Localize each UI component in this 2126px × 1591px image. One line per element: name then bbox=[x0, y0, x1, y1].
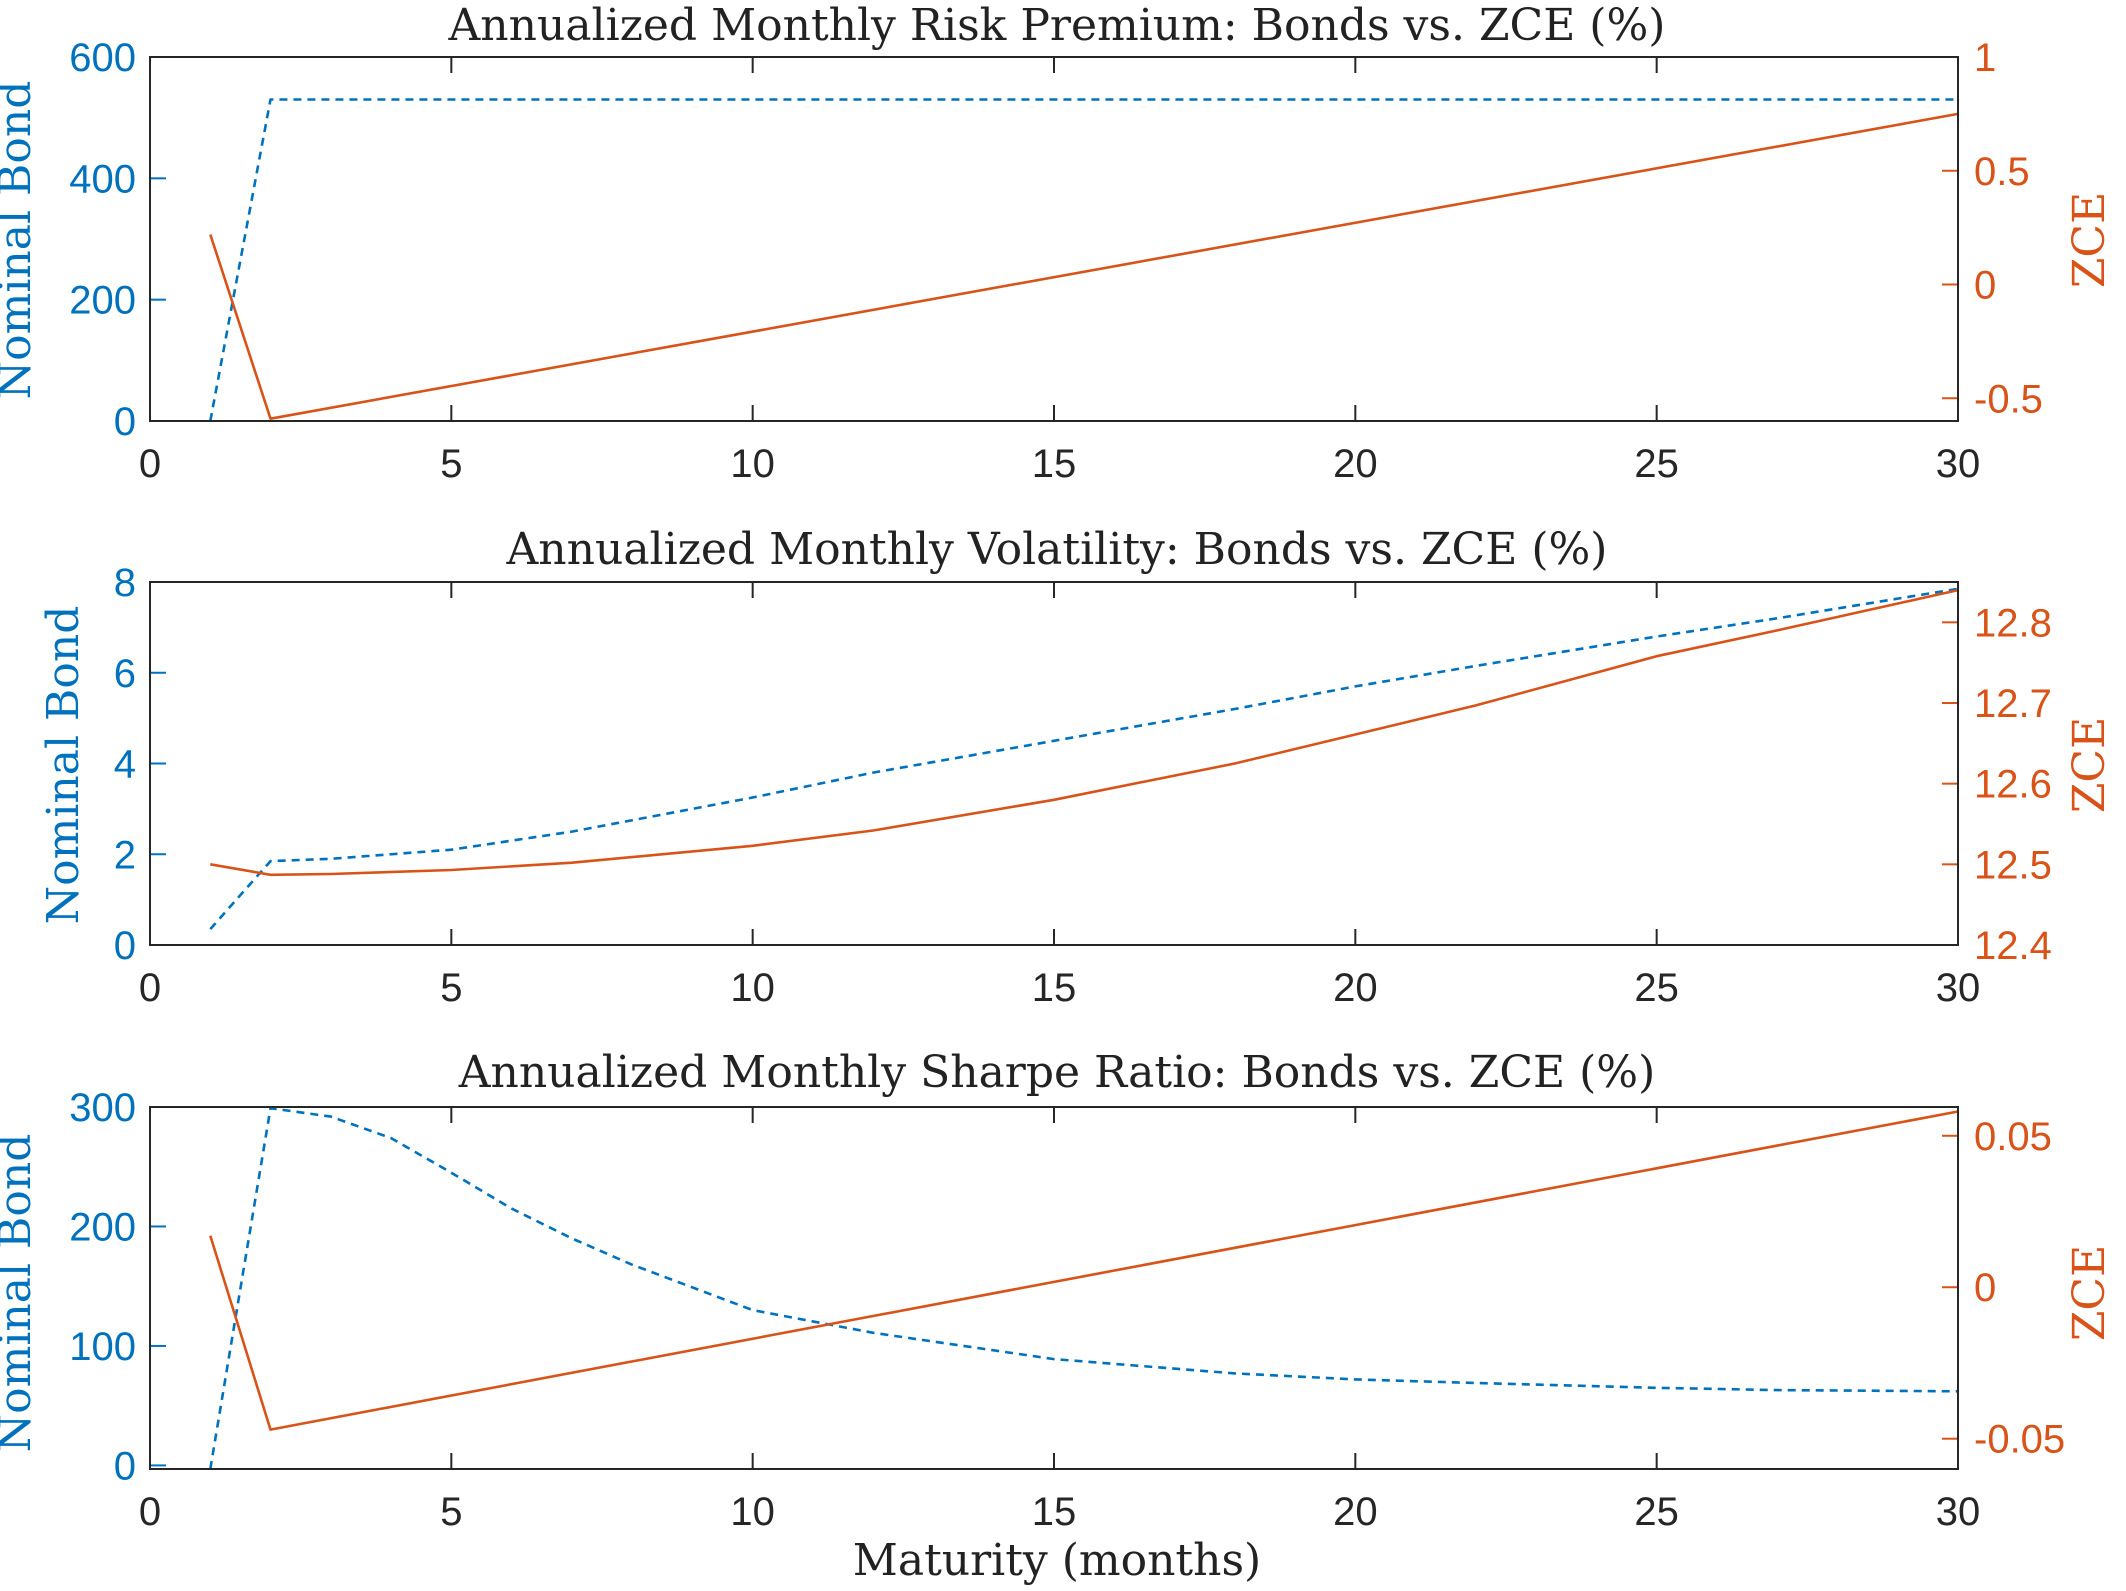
volatility-panel: Annualized Monthly Volatility: Bonds vs.… bbox=[38, 524, 2115, 1010]
x-tick-label: 15 bbox=[1032, 966, 1077, 1010]
x-tick-label: 15 bbox=[1032, 442, 1077, 486]
nominal-bond-series-line bbox=[209, 1106, 1959, 1470]
x-tick-label: 25 bbox=[1634, 442, 1679, 486]
left-y-tick-label: 6 bbox=[114, 652, 136, 696]
axes-frame bbox=[149, 1106, 1959, 1470]
right-axis-label: ZCE bbox=[2064, 1245, 2115, 1341]
nominal-bond-series-line bbox=[209, 587, 1959, 930]
x-tick-label: 5 bbox=[440, 966, 462, 1010]
panel-title: Annualized Monthly Volatility: Bonds vs.… bbox=[506, 524, 1608, 575]
right-y-tick-label: 12.7 bbox=[1974, 682, 2052, 726]
right-axis-label: ZCE bbox=[2064, 717, 2115, 813]
risk-premium-panel: Annualized Monthly Risk Premium: Bonds v… bbox=[0, 0, 2115, 486]
x-tick-label: 25 bbox=[1634, 1490, 1679, 1534]
x-tick-label: 15 bbox=[1032, 1490, 1077, 1534]
axes-frame bbox=[149, 581, 1959, 946]
left-y-tick-label: 0 bbox=[114, 1444, 136, 1488]
left-y-tick-label: 200 bbox=[69, 1205, 136, 1249]
x-tick-label: 25 bbox=[1634, 966, 1679, 1010]
axes-frame bbox=[149, 56, 1959, 422]
left-axis-label: Nominal Bond bbox=[0, 1134, 41, 1453]
left-y-tick-label: 8 bbox=[114, 561, 136, 605]
right-y-tick-label: 0.05 bbox=[1974, 1115, 2052, 1159]
x-tick-label: 10 bbox=[730, 966, 775, 1010]
x-tick-label: 30 bbox=[1936, 1490, 1981, 1534]
panel-title: Annualized Monthly Sharpe Ratio: Bonds v… bbox=[458, 1047, 1656, 1098]
right-y-tick-label: -0.5 bbox=[1974, 377, 2043, 421]
x-tick-label: 30 bbox=[1936, 966, 1981, 1010]
left-y-tick-label: 0 bbox=[114, 400, 136, 444]
right-y-tick-label: 0.5 bbox=[1974, 150, 2030, 194]
left-y-tick-label: 4 bbox=[114, 743, 136, 787]
right-y-tick-label: 12.6 bbox=[1974, 763, 2052, 807]
sharpe-ratio-panel: Annualized Monthly Sharpe Ratio: Bonds v… bbox=[0, 1047, 2115, 1534]
x-tick-label: 0 bbox=[139, 442, 161, 486]
x-tick-label: 20 bbox=[1333, 442, 1378, 486]
right-y-tick-label: 1 bbox=[1974, 36, 1996, 80]
right-y-tick-label: 12.5 bbox=[1974, 843, 2052, 887]
x-tick-label: 20 bbox=[1333, 966, 1378, 1010]
right-y-tick-label: 0 bbox=[1974, 264, 1996, 308]
zce-series-line bbox=[209, 1110, 1959, 1431]
x-tick-label: 30 bbox=[1936, 442, 1981, 486]
nominal-bond-series-line bbox=[209, 98, 1958, 422]
x-tick-label: 20 bbox=[1333, 1490, 1378, 1534]
right-axis-label: ZCE bbox=[2064, 192, 2115, 288]
left-y-tick-label: 600 bbox=[69, 36, 136, 80]
left-y-tick-label: 2 bbox=[114, 833, 136, 877]
panel-title: Annualized Monthly Risk Premium: Bonds v… bbox=[448, 0, 1666, 51]
x-tick-label: 5 bbox=[440, 442, 462, 486]
x-tick-label: 0 bbox=[139, 966, 161, 1010]
left-axis-label: Nominal Bond bbox=[38, 606, 89, 925]
x-tick-label: 10 bbox=[730, 1490, 775, 1534]
left-y-tick-label: 400 bbox=[69, 157, 136, 201]
left-y-tick-label: 100 bbox=[69, 1325, 136, 1369]
zce-series-line bbox=[209, 112, 1959, 421]
x-tick-label: 0 bbox=[139, 1490, 161, 1534]
zce-series-line bbox=[210, 588, 1959, 877]
right-y-tick-label: 12.4 bbox=[1974, 924, 2052, 968]
right-y-tick-label: 0 bbox=[1974, 1266, 1996, 1310]
left-y-tick-label: 0 bbox=[114, 924, 136, 968]
x-tick-label: 5 bbox=[440, 1490, 462, 1534]
x-axis-label: Maturity (months) bbox=[853, 1535, 1261, 1586]
x-tick-label: 10 bbox=[730, 442, 775, 486]
plot-area: 0 5 10 15 20 25 30 0 2 4 6 8 12.4 12.5 12.6 12.7 12.8 bbox=[114, 561, 2052, 1010]
right-y-tick-label: -0.05 bbox=[1974, 1418, 2065, 1462]
left-y-tick-label: 300 bbox=[69, 1086, 136, 1130]
plot-area: 0 5 10 15 20 25 30 0 200 400 600 -0.5 0 0.5 1 bbox=[69, 36, 2043, 486]
left-axis-label: Nominal Bond bbox=[0, 81, 41, 400]
left-y-tick-label: 200 bbox=[69, 279, 136, 323]
right-y-tick-label: 12.8 bbox=[1974, 601, 2052, 645]
